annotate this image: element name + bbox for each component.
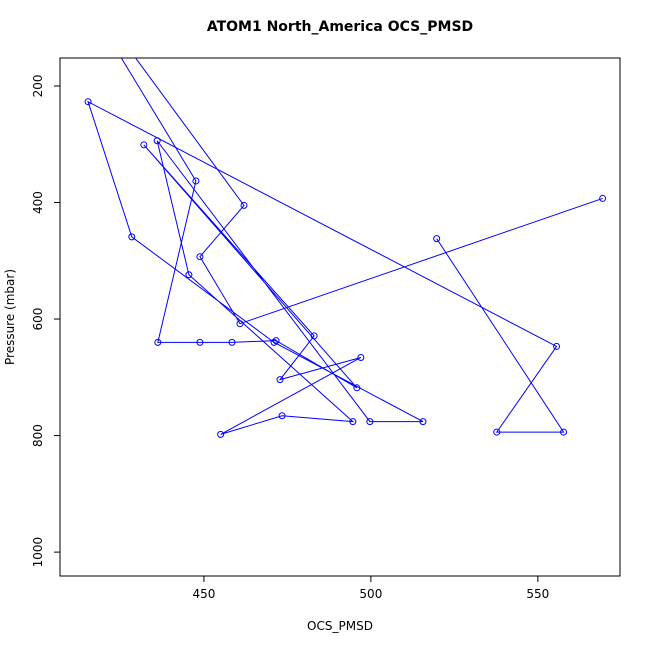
data-point [240,201,248,209]
x-axis-label: OCS_PMSD [307,619,373,633]
data-line [87,58,603,435]
data-point [599,194,607,202]
data-point [349,418,357,426]
data-point [217,430,225,438]
data-point [357,353,365,361]
data-point [153,137,161,145]
data-point [560,428,568,436]
data-point [310,332,318,340]
data-point [270,338,278,346]
y-tick-label: 600 [31,308,45,331]
data-point [353,384,361,392]
y-tick-label: 200 [31,75,45,98]
data-point [419,418,427,426]
data-point [140,141,148,149]
data-point [276,376,284,384]
plot-area [84,48,607,438]
data-point [127,48,133,54]
data-point [366,418,374,426]
x-tick-label: 450 [192,587,215,601]
y-tick-label: 800 [31,424,45,447]
y-tick-label: 1000 [31,537,45,568]
chart-title: ATOM1 North_America OCS_PMSD [207,19,473,35]
data-point [185,271,193,279]
y-axis-label: Pressure (mbar) [3,269,17,365]
data-point [236,320,244,328]
data-point [278,412,286,420]
data-point [553,342,561,350]
data-point [154,338,162,346]
data-point [433,235,441,243]
data-point [84,98,92,106]
y-tick-label: 400 [31,191,45,214]
data-point [114,48,120,54]
x-tick-label: 550 [526,587,549,601]
data-point [493,428,501,436]
data-point [128,233,136,241]
plot-frame [59,57,621,577]
x-tick-label: 500 [359,587,382,601]
data-point [196,253,204,261]
data-point [192,177,200,185]
data-point [228,338,236,346]
data-point [272,337,280,345]
data-point [196,338,204,346]
